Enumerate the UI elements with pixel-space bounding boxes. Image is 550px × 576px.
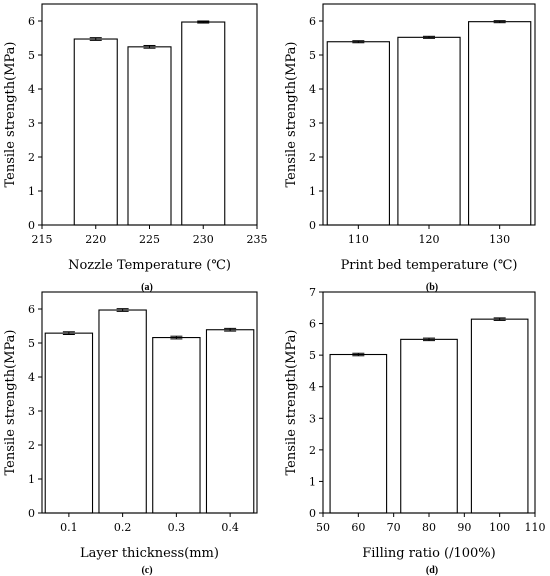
x-tick-label: 225	[139, 233, 160, 246]
y-tick-label: 5	[309, 49, 316, 62]
x-tick-label: 80	[422, 521, 436, 534]
chart-panel-1: 0 1 2 3 4 5 6 215 220 225 230 235 Nozzle Temperature…	[3, 3, 268, 293]
x-tick-label: 70	[387, 521, 401, 534]
x-tick-label: 0.2	[114, 521, 132, 534]
y-tick-label: 0	[309, 219, 316, 232]
x-axis-label: Layer thickness(mm)	[80, 546, 219, 561]
y-tick-label: 4	[28, 371, 35, 384]
x-tick-label: 50	[316, 521, 330, 534]
y-axis-label: Tensile strength(MPa)	[284, 329, 299, 475]
x-tick-label: 215	[32, 233, 53, 246]
y-tick-label: 2	[28, 151, 35, 164]
panel-label: (b)	[426, 282, 438, 293]
y-tick-label: 1	[28, 473, 35, 486]
chart-panel-4: 0 1 2 3 4 5 6 7 50 60 70 80 90 100 110 Filling ratio (/…	[284, 286, 546, 576]
x-tick-label: 0.1	[60, 521, 78, 534]
y-tick-label: 2	[28, 439, 35, 452]
panel-label: (d)	[426, 565, 438, 576]
x-tick-label: 100	[489, 521, 510, 534]
plot-frame	[41, 291, 258, 514]
bar	[44, 332, 94, 514]
y-tick-label: 3	[28, 117, 35, 130]
y-tick-label: 0	[309, 507, 316, 520]
bar	[98, 309, 147, 514]
x-tick-label: 110	[525, 521, 546, 534]
bar	[127, 46, 172, 226]
y-axis-label: Tensile strength(MPa)	[3, 41, 18, 187]
x-tick-label: 90	[457, 521, 471, 534]
x-axis-label: Print bed temperature (℃)	[341, 258, 518, 273]
y-tick-label: 1	[28, 185, 35, 198]
x-tick-label: 230	[193, 233, 214, 246]
panel-label: (c)	[141, 565, 152, 576]
y-tick-label: 6	[28, 15, 35, 28]
x-tick-label: 0.3	[168, 521, 186, 534]
x-tick-label: 0.4	[221, 521, 239, 534]
y-tick-label: 1	[309, 475, 316, 488]
x-tick-label: 110	[348, 233, 369, 246]
y-tick-label: 3	[309, 117, 316, 130]
y-tick-label: 7	[309, 286, 316, 299]
y-tick-label: 5	[28, 337, 35, 350]
x-tick-label: 60	[351, 521, 365, 534]
y-axis-label: Tensile strength(MPa)	[284, 41, 299, 187]
bar	[329, 353, 388, 514]
y-tick-label: 5	[309, 349, 316, 362]
y-tick-label: 4	[309, 381, 316, 394]
x-tick-label: 120	[419, 233, 440, 246]
bar	[468, 21, 532, 226]
y-tick-label: 2	[309, 151, 316, 164]
panel-label: (a)	[141, 282, 153, 293]
x-axis-label: Nozzle Temperature (℃)	[68, 258, 231, 273]
x-tick-label: 130	[489, 233, 510, 246]
bar	[470, 318, 529, 514]
y-tick-label: 6	[309, 15, 316, 28]
y-tick-label: 4	[28, 83, 35, 96]
y-tick-label: 4	[309, 83, 316, 96]
bar	[73, 38, 118, 226]
y-tick-label: 2	[309, 444, 316, 457]
x-tick-label: 220	[85, 233, 106, 246]
bar	[205, 329, 255, 514]
y-tick-label: 5	[28, 49, 35, 62]
bar	[152, 337, 201, 514]
y-axis-label: Tensile strength(MPa)	[3, 329, 18, 475]
y-tick-label: 6	[28, 303, 35, 316]
y-tick-label: 6	[309, 318, 316, 331]
y-tick-label: 0	[28, 507, 35, 520]
x-tick-label: 235	[247, 233, 268, 246]
bar	[397, 36, 461, 226]
x-axis-label: Filling ratio (/100%)	[362, 546, 495, 561]
chart-panel-2: 0 1 2 3 4 5 6 110 120 130 Print bed temperature (℃…	[284, 3, 536, 293]
y-tick-label: 3	[28, 405, 35, 418]
bar	[181, 21, 226, 226]
bar	[326, 41, 390, 226]
bar	[400, 338, 458, 514]
y-tick-label: 0	[28, 219, 35, 232]
y-tick-label: 1	[309, 185, 316, 198]
y-tick-label: 3	[309, 412, 316, 425]
